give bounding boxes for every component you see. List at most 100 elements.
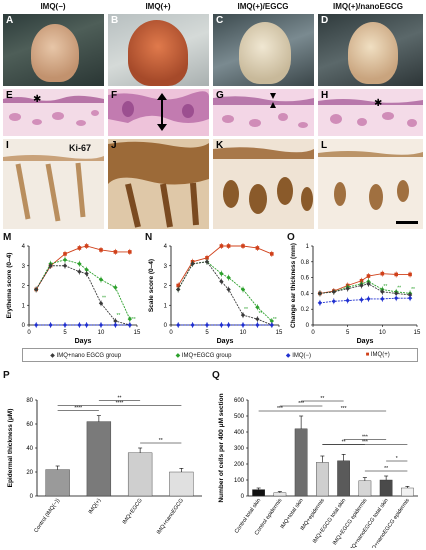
data-point [359,297,364,302]
bar [86,421,112,497]
data-point [77,269,82,274]
y-tick-label: 3 [164,264,168,270]
data-point [48,322,53,328]
bar [273,492,287,497]
series-line [177,261,272,326]
significance-mark: ** [116,313,120,319]
photo-panel-a: A [3,14,104,86]
y-tick-label: 200 [234,462,245,468]
y-tick-label: 20 [26,470,33,476]
significance-mark: *** [362,434,368,440]
category-label: IMQ+nanoEGCG [156,498,185,536]
data-point [269,322,274,328]
data-point [176,322,181,328]
data-point [255,316,260,322]
y-tick-label: 40 [26,446,33,452]
y-axis-label: Scale score (0–4) [148,259,155,312]
y-tick-label: 0 [306,323,310,329]
series-line [177,245,272,286]
y-tick-label: 80 [26,398,33,404]
significance-mark: ** [384,466,388,472]
data-point [270,252,274,256]
data-point [128,250,132,254]
he-panel-g: G [213,89,314,136]
data-point [62,322,68,328]
data-point [366,274,371,278]
data-point [317,300,323,306]
data-point [219,244,224,248]
y-tick-label: 2 [22,284,26,290]
series-line [319,297,411,304]
data-point [219,322,224,328]
bar [294,428,308,497]
panel-letter-k: K [216,140,224,151]
panel-letter-i: I [6,140,9,151]
y-tick-label: 2 [164,284,168,290]
y-tick-label: 0 [241,494,245,500]
bar [169,471,194,497]
x-tick-label: 15 [276,330,283,336]
bar [127,452,153,497]
x-tick-label: 5 [346,330,350,336]
data-point [219,279,224,284]
category-label: IMQ+EGCG [122,498,144,526]
data-point [255,246,260,250]
svg-text:✱: ✱ [374,98,382,109]
significance-mark: **** [74,406,82,412]
significance-mark: ** [118,396,122,402]
data-point [359,278,364,283]
bar [316,462,329,497]
legend-item-nano: ◆ IMQ+nano EGCG group [50,352,122,359]
data-point [98,277,104,282]
significance-mark: ** [159,438,163,444]
y-tick-label: 0.4 [301,291,310,297]
ki67-label: Ki-67 [69,143,92,153]
series-line [35,265,130,326]
y-axis-label: Number of cells per 400 μM section [218,393,225,502]
y-tick-label: 60 [26,422,33,428]
legend-item-neg: ◆ IMQ(−) [285,352,312,359]
panel-letter-a: A [6,15,14,26]
data-point [190,261,195,266]
y-tick-label: 400 [234,430,245,436]
y-tick-label: 1 [22,303,26,309]
data-point [241,244,245,248]
he-panel-h: ✱ H [318,89,423,136]
x-tick-label: 0 [169,330,173,336]
significance-mark: ** [244,307,248,313]
series-line [319,283,411,296]
data-point [77,322,82,328]
bar [401,487,414,497]
column-header-imq-egcg: IMQ(+)/EGCG [237,2,289,11]
data-point [84,267,89,272]
x-tick-label: 15 [414,330,421,336]
data-point [408,272,412,277]
x-tick-label: 15 [134,330,141,336]
significance-mark: ** [411,287,415,293]
column-header-imq-pos: IMQ(+) [145,2,171,11]
data-point [48,263,53,268]
panel-letter-j: J [111,140,117,151]
data-point [62,257,68,263]
data-point [394,295,399,301]
significance-mark: ** [383,284,387,290]
bar [337,460,350,497]
significance-mark: *** [130,317,136,323]
data-point [331,289,336,295]
significance-mark: ** [320,396,324,402]
panel-letter-f: F [111,90,118,101]
panel-letter-h: H [321,90,329,101]
data-point [380,289,385,295]
data-point [77,261,82,266]
panel-letter-b: B [111,15,119,26]
epidermal-thickness-chart: 0 20 40 60 80 Epidermal thickness (μM) Control… [7,396,202,536]
y-axis-label: Epidermal thickness (μM) [7,409,14,488]
legend-item-egcg: ◆ IMQ+EGCG group [175,352,232,359]
significance-mark: ** [273,317,277,323]
scale-bar [396,221,418,224]
significance-mark: *** [277,406,283,412]
data-point [176,287,181,292]
panel-letter-l: L [321,140,328,151]
chart-letter-m: M [3,232,12,243]
x-axis-label: Days [217,338,234,345]
